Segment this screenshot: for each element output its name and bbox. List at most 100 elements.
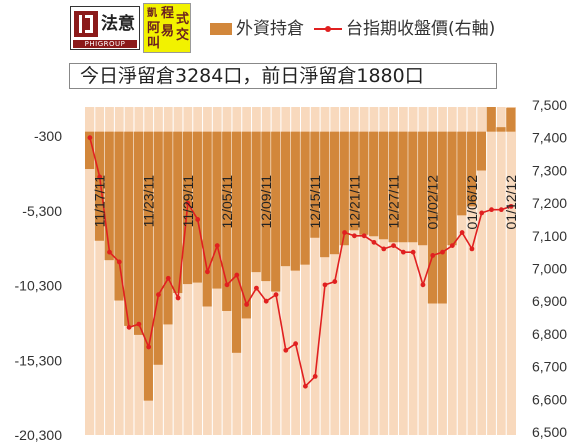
bar [467,131,477,207]
price-point [322,282,328,288]
price-point [244,302,250,307]
y-right-tick: 6,500 [532,424,567,440]
phigroup-logo-sub: PHIGROUP [73,40,137,48]
bar [398,131,408,243]
y-right-tick: 6,800 [532,326,567,342]
y-right-tick: 7,000 [532,261,567,277]
price-point [116,259,122,265]
bar [173,131,183,294]
price-point [146,344,152,350]
price-point [400,249,406,255]
bar [85,131,95,170]
x-axis-label: 01/06/12 [464,175,480,230]
bar [418,131,428,246]
bar [320,131,330,258]
price-point [156,292,161,298]
bar [290,131,300,271]
price-point [381,246,387,252]
x-axis-label: 12/21/11 [346,175,362,229]
y-right-tick: 7,200 [532,195,567,211]
x-axis-label: 12/05/11 [219,175,235,229]
price-point [342,230,347,235]
bar [486,107,496,132]
y-right-tick: 7,400 [532,130,567,146]
bar [437,131,447,304]
price-point [371,239,377,245]
bar [427,131,438,304]
y-right-tick: 7,100 [532,228,567,244]
bar [241,131,251,319]
price-point [479,210,485,216]
bar [388,131,398,243]
price-point [391,243,396,249]
y-left-tick: -20,300 [15,427,63,443]
program-trading-logo: 凱 程 式 阿 易 交 叫 [143,3,191,53]
bar [133,131,144,335]
price-point [420,282,426,288]
bar [496,127,506,132]
price-point [224,282,230,288]
legend-line-label: 台指期收盤價(右軸) [346,19,496,39]
bar [476,131,487,171]
price-point [361,233,367,239]
bar [163,131,173,325]
y-left-tick: -15,300 [15,352,63,368]
y-right-tick: 7,500 [532,97,567,113]
logo2-char: 凱 [147,8,157,19]
price-point [410,249,416,255]
x-axis-label: 12/09/11 [258,175,274,229]
y-right-tick: 6,900 [532,293,567,309]
y-right-tick: 6,600 [532,391,567,407]
bar [104,131,114,261]
price-point [126,324,132,330]
bar [114,131,124,301]
x-axis-label: 01/12/12 [503,175,519,230]
price-point [312,374,318,379]
price-point [97,174,103,180]
price-point [205,269,210,275]
bar [369,131,379,237]
legend-line-swatch [314,22,342,36]
price-point [185,200,191,206]
price-point [440,249,445,255]
bar [251,131,261,273]
logo2-char: 易 [161,24,175,39]
bar [300,131,310,265]
price-point [430,253,436,258]
x-axis-label: 12/27/11 [386,175,402,229]
x-axis-label: 12/15/11 [307,175,323,229]
logo2-char: 阿 [147,21,161,36]
phigroup-logo-mark [74,11,98,37]
price-point [107,249,112,255]
bar [378,131,389,240]
logo2-char: 式 [176,12,190,27]
y-left-tick: -10,300 [15,278,63,294]
x-axis-label: 11/29/11 [180,175,196,228]
price-point [459,230,465,235]
bar [506,107,516,132]
x-axis-label: 11/17/11 [92,175,108,228]
bar [349,131,359,231]
price-point [263,298,269,304]
x-axis-label: 11/23/11 [141,175,157,228]
y-left-tick: -5,300 [22,203,62,219]
bar [202,131,212,307]
price-point [273,292,279,298]
legend-bar-swatch [210,23,232,35]
bar [457,131,467,216]
price-point [234,272,240,278]
bar [124,131,134,326]
bar [310,131,320,238]
logo2-char: 交 [176,28,190,43]
bar [329,131,340,255]
bar [447,131,457,246]
price-point [469,246,475,252]
price-point [175,295,181,301]
price-point [302,383,308,389]
price-point [195,217,201,222]
bar [94,131,104,241]
y-left-tick: -300 [34,128,62,144]
bar [280,131,291,267]
bar [231,131,242,353]
